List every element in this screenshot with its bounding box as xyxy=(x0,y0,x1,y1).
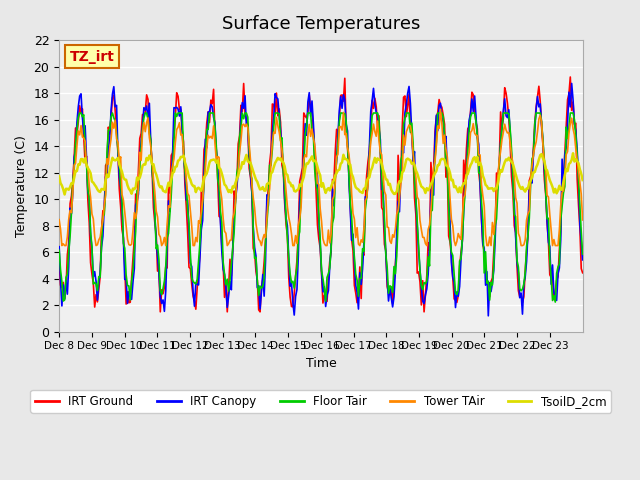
X-axis label: Time: Time xyxy=(305,357,336,370)
Legend: IRT Ground, IRT Canopy, Floor Tair, Tower TAir, TsoilD_2cm: IRT Ground, IRT Canopy, Floor Tair, Towe… xyxy=(31,390,611,413)
Title: Surface Temperatures: Surface Temperatures xyxy=(221,15,420,33)
Y-axis label: Temperature (C): Temperature (C) xyxy=(15,135,28,237)
Text: TZ_irt: TZ_irt xyxy=(70,49,115,63)
